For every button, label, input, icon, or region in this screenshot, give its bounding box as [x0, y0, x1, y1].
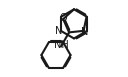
Text: NH: NH [55, 40, 69, 50]
Text: N: N [55, 26, 62, 36]
Text: N: N [81, 27, 88, 37]
Text: O: O [59, 13, 67, 23]
